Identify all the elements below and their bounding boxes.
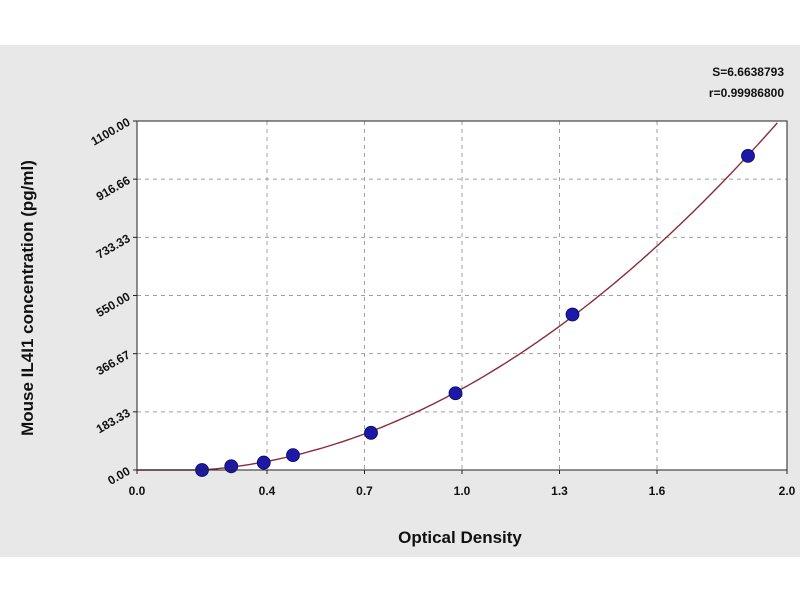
y-tick-label: 1100.00 (89, 115, 133, 149)
data-point (224, 459, 239, 474)
data-point (741, 148, 755, 163)
data-point (286, 448, 300, 463)
s-statistic: S=6.6638793 (712, 65, 784, 79)
data-point (364, 425, 378, 440)
y-tick-label: 733.33 (94, 231, 133, 262)
grid-lines (137, 121, 787, 470)
x-axis: 0.0 0.4 0.7 1.0 1.3 1.6 2.0 (129, 470, 796, 498)
r-statistic: r=0.99986800 (709, 86, 784, 100)
x-tick-label: 1.6 (649, 484, 666, 498)
y-tick-label: 366.67 (94, 347, 133, 378)
y-axis: 0.00183.33366.67550.00733.33916.661100.0… (89, 115, 137, 488)
x-tick-label: 2.0 (779, 484, 796, 498)
x-tick-label: 0.4 (259, 484, 276, 498)
data-point (565, 307, 580, 322)
x-tick-label: 1.0 (454, 484, 471, 498)
y-tick-label: 183.33 (94, 406, 133, 437)
x-tick-label: 1.3 (551, 484, 568, 498)
data-point (448, 386, 463, 401)
y-tick-label: 916.66 (94, 173, 133, 204)
x-tick-label: 0.0 (129, 484, 146, 498)
x-tick-label: 0.7 (356, 484, 373, 498)
x-axis-title: Optical Density (398, 528, 522, 547)
data-point (256, 455, 271, 470)
y-axis-title: Mouse IL4I1 concentration (pg/ml) (18, 160, 37, 436)
y-tick-label: 550.00 (94, 289, 133, 320)
